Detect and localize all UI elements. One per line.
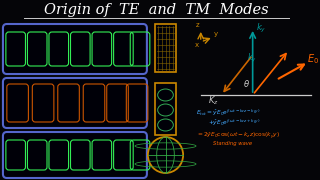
FancyBboxPatch shape	[3, 24, 147, 74]
Text: $\theta$: $\theta$	[243, 78, 250, 89]
Text: $= 2\hat{y}E_0\cos(\omega t-k_z z)\cos(k_y y)$: $= 2\hat{y}E_0\cos(\omega t-k_z z)\cos(k…	[196, 130, 280, 141]
FancyBboxPatch shape	[3, 78, 147, 128]
Text: Origin of  TE  and  TM  Modes: Origin of TE and TM Modes	[44, 3, 269, 17]
Text: $E_{tot} = \hat{y}E_0 e^{j(\omega t-k_z z-k_y y)}$: $E_{tot} = \hat{y}E_0 e^{j(\omega t-k_z …	[196, 108, 260, 118]
Text: x: x	[195, 42, 199, 48]
Text: y: y	[213, 31, 218, 37]
Text: $k_y$: $k_y$	[247, 51, 256, 64]
Text: Standing wave: Standing wave	[213, 141, 252, 146]
Text: $+ \hat{y}E_0 e^{j(\omega t-k_z z+k_y y)}$: $+ \hat{y}E_0 e^{j(\omega t-k_z z+k_y y)…	[208, 118, 260, 128]
Bar	[155, 24, 176, 72]
Text: $E_0$: $E_0$	[307, 52, 319, 66]
FancyBboxPatch shape	[3, 132, 147, 178]
Text: $K_z$: $K_z$	[208, 94, 218, 107]
Text: $k_y$: $k_y$	[256, 21, 266, 35]
Bar	[155, 83, 176, 135]
Text: z: z	[196, 22, 200, 28]
Ellipse shape	[148, 137, 183, 173]
